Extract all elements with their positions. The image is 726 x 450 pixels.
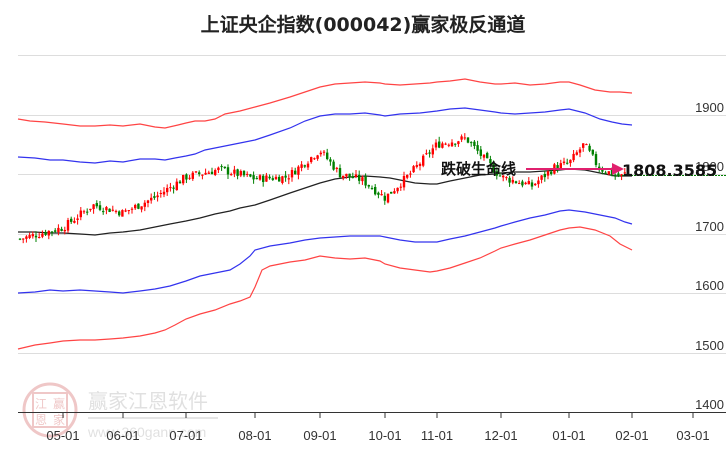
x-tick-11-01: 11-01 [421, 428, 453, 443]
upper-outer-band [17, 78, 633, 129]
y-tick-1400: 1400 [695, 397, 724, 412]
x-tick-05-01: 05-01 [46, 428, 79, 443]
x-tick-08-01: 08-01 [238, 428, 271, 443]
x-tick-07-01: 07-01 [169, 428, 202, 443]
arrow-head-icon [612, 163, 624, 175]
watermark: 江 赢 恩 家 赢家江恩软件 www.360gann.com [22, 382, 218, 440]
y-tick-1500: 1500 [695, 338, 724, 353]
channel-bands [17, 78, 633, 350]
annotation-arrow [526, 163, 624, 175]
chart-title: 上证央企指数(000042)赢家极反通道 [200, 14, 526, 36]
x-tick-12-01: 12-01 [484, 428, 517, 443]
y-axis-labels: 1900 1800 1700 1600 1500 1400 [695, 100, 724, 412]
x-tick-06-01: 06-01 [106, 428, 139, 443]
x-tick-03-01: 03-01 [676, 428, 709, 443]
svg-text:家: 家 [53, 412, 65, 427]
y-tick-1900: 1900 [695, 100, 724, 115]
svg-text:恩: 恩 [35, 413, 47, 427]
x-tick-02-01: 02-01 [615, 428, 648, 443]
lower-inner-band [17, 209, 633, 294]
x-axis: 05-01 06-01 07-01 08-01 09-01 10-01 11-0… [18, 412, 726, 443]
watermark-brand: 赢家江恩软件 [88, 389, 208, 413]
svg-text:赢: 赢 [53, 396, 65, 411]
y-tick-1800: 1800 [695, 159, 724, 174]
y-tick-1700: 1700 [695, 219, 724, 234]
watermark-url: www.360gann.com [87, 424, 206, 440]
upper-inner-band [17, 107, 633, 164]
midline [18, 168, 632, 236]
x-tick-01-01: 01-01 [552, 428, 585, 443]
x-tick-09-01: 09-01 [303, 428, 336, 443]
svg-text:江: 江 [35, 397, 47, 411]
annotation-label: 跌破生命线 [441, 160, 516, 178]
lower-outer-band [17, 226, 633, 350]
last-price-label: 1808.3585 [622, 161, 717, 180]
watermark-seal-icon [22, 382, 78, 438]
y-tick-1600: 1600 [695, 278, 724, 293]
x-tick-10-01: 10-01 [368, 428, 401, 443]
gridlines [18, 55, 726, 354]
candlesticks [18, 133, 626, 244]
